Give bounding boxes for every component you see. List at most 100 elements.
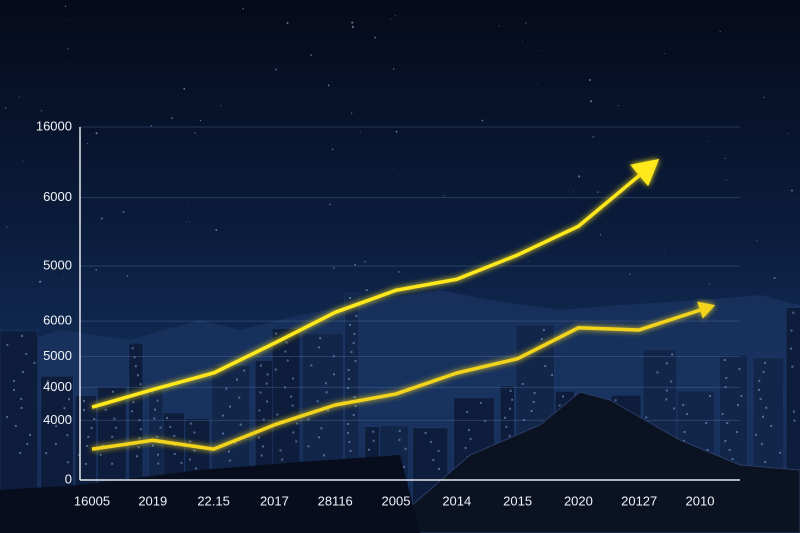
window [509,407,512,410]
window [239,423,242,426]
window [93,417,96,420]
x-tick-label: 2014 [442,493,471,508]
star [392,167,393,169]
window [348,441,351,444]
star [194,132,196,134]
window [6,343,9,346]
window [429,440,432,443]
window [12,388,15,391]
star [22,160,24,162]
star [521,40,523,42]
window [259,391,262,394]
window [159,426,162,429]
window [46,380,49,383]
window [86,444,89,447]
star [351,21,354,24]
window [770,424,773,427]
window [276,413,279,416]
window [131,347,134,350]
window [20,406,23,409]
window [398,429,401,432]
window [761,415,764,418]
window [235,378,238,381]
star [664,252,665,254]
window [188,458,191,461]
star [350,112,353,114]
star [663,53,665,55]
x-tick-label: 2019 [138,493,167,508]
star [185,221,187,223]
window [55,425,58,428]
window [765,406,768,409]
window [29,433,32,436]
star [763,96,765,99]
window [349,324,352,327]
window [533,391,536,394]
window [755,433,758,436]
window [740,395,743,398]
window [68,416,71,419]
window [347,369,350,372]
star [365,289,368,292]
star [40,110,43,112]
star [95,132,98,135]
window [138,419,141,422]
window [320,427,323,430]
line [91,174,641,409]
window [724,386,727,389]
star [360,131,362,133]
window [279,449,282,452]
window [67,461,70,464]
window [437,449,440,452]
window [33,361,36,364]
window [404,447,407,450]
window [20,397,23,400]
window [762,370,765,373]
star [199,119,202,122]
window [333,373,336,376]
window [530,409,533,412]
window [792,311,795,314]
window [139,428,142,431]
window [398,438,401,441]
window [705,421,708,424]
window [136,374,139,377]
star [629,273,631,276]
star [398,271,400,273]
window [101,444,104,447]
star [394,15,396,17]
window [292,377,295,380]
star [788,133,789,135]
window [222,432,225,435]
window [728,449,731,452]
window [764,460,767,463]
star [310,54,312,56]
window [54,443,57,446]
window [721,413,724,416]
star [708,283,711,285]
star [481,119,484,122]
star [4,107,7,109]
window [353,333,356,336]
window [157,462,160,465]
window [84,462,87,465]
star [390,18,392,20]
star [724,157,726,160]
window [307,418,310,421]
star [122,211,125,213]
star [64,5,67,7]
window [706,448,709,451]
window [21,334,24,337]
window [346,423,349,426]
window [324,382,327,385]
window [221,414,224,417]
window [137,446,140,449]
window [505,425,508,428]
window [348,378,351,381]
window [467,428,470,431]
star [588,78,591,82]
y-tick-label: 0 [65,471,72,486]
window [645,416,648,419]
x-tick-label: 2010 [686,493,715,508]
star [437,98,438,100]
